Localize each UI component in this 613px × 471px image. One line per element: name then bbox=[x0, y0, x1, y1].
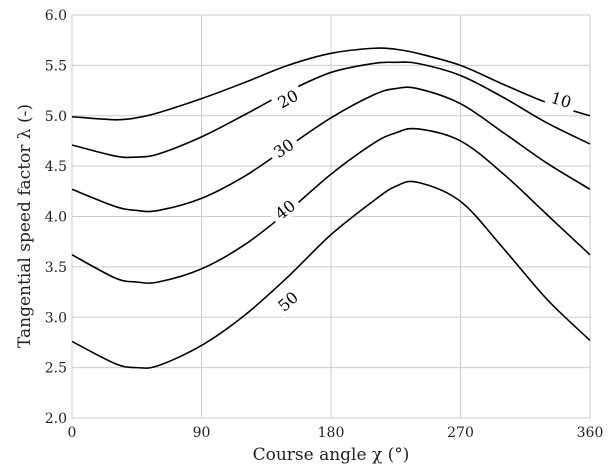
contour-line-30 bbox=[71, 86, 591, 213]
y-tick-label: 5.0 bbox=[45, 109, 67, 125]
contour-label-group: 20 bbox=[269, 82, 306, 115]
x-tick-label: 270 bbox=[447, 425, 474, 441]
tick-labels: 0 90 180 270 360 2.0 2.5 3.0 3.5 4.0 4.5 5.0 5.5 6.0 bbox=[45, 8, 604, 441]
y-tick-label: 2.5 bbox=[45, 361, 67, 377]
x-tick-label: 90 bbox=[193, 425, 211, 441]
x-tick-label: 180 bbox=[318, 425, 345, 441]
y-tick-label: 2.0 bbox=[45, 411, 67, 427]
y-tick-label: 5.5 bbox=[45, 58, 67, 74]
contour-label-mask bbox=[543, 85, 579, 114]
x-tick-label: 0 bbox=[68, 425, 77, 441]
plot-frame bbox=[71, 14, 591, 419]
contour-label-mask bbox=[269, 283, 306, 319]
y-tick-label: 4.5 bbox=[45, 159, 67, 175]
contour-label-mask bbox=[265, 131, 302, 165]
contour-line-50 bbox=[71, 180, 591, 369]
contour-label-group: 10 bbox=[543, 85, 579, 114]
y-tick-label: 4.0 bbox=[45, 210, 67, 226]
y-tick-label: 6.0 bbox=[45, 8, 67, 24]
contour-label-group: 40 bbox=[267, 192, 303, 227]
contour-label-mask bbox=[269, 82, 306, 115]
contour-label-mask bbox=[267, 192, 303, 227]
grid bbox=[71, 14, 591, 419]
plot-area-border bbox=[71, 14, 591, 419]
x-tick-label: 360 bbox=[577, 425, 604, 441]
contour-line-20 bbox=[71, 61, 591, 159]
y-tick-label: 3.5 bbox=[45, 260, 67, 276]
x-axis-label: Course angle χ (°) bbox=[253, 445, 410, 465]
contour-line-40 bbox=[71, 127, 591, 284]
contour-line-10 bbox=[71, 47, 591, 121]
y-axis-label: Tangential speed factor λ (-) bbox=[15, 104, 35, 348]
y-tick-label: 3.0 bbox=[45, 310, 67, 326]
contour-lines bbox=[71, 47, 591, 369]
